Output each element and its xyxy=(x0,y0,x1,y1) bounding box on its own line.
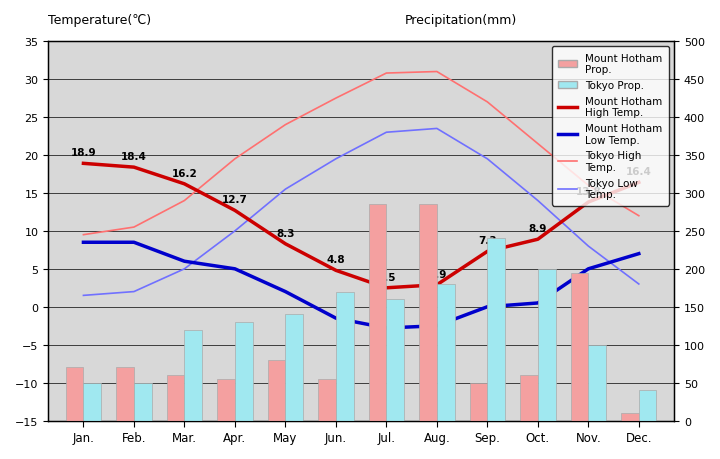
Text: 16.4: 16.4 xyxy=(626,167,652,177)
Text: 2.5: 2.5 xyxy=(377,272,395,282)
Bar xyxy=(184,330,202,420)
Text: 8.3: 8.3 xyxy=(276,228,294,238)
Bar xyxy=(369,205,387,420)
Bar xyxy=(116,368,134,420)
Bar xyxy=(235,322,253,420)
Bar xyxy=(588,345,606,420)
Bar xyxy=(538,269,556,420)
Bar xyxy=(621,413,639,420)
Bar xyxy=(84,383,101,420)
Text: 16.2: 16.2 xyxy=(171,168,197,179)
Text: 12.7: 12.7 xyxy=(222,195,248,205)
Bar xyxy=(336,292,354,420)
Text: 13.8: 13.8 xyxy=(575,186,601,196)
Bar xyxy=(217,379,235,420)
Text: Precipitation(mm): Precipitation(mm) xyxy=(405,14,517,27)
Bar xyxy=(387,300,404,420)
Bar xyxy=(437,285,454,420)
Text: 8.9: 8.9 xyxy=(528,224,547,234)
Text: 7.3: 7.3 xyxy=(478,236,497,246)
Bar xyxy=(167,375,184,420)
Bar xyxy=(571,273,588,420)
Text: 18.4: 18.4 xyxy=(121,152,147,162)
Bar xyxy=(285,315,303,420)
Bar xyxy=(639,391,657,420)
Text: 4.8: 4.8 xyxy=(327,255,345,265)
Text: Temperature(℃): Temperature(℃) xyxy=(48,14,151,27)
Legend: Mount Hotham
Prop., Tokyo Prop., Mount Hotham
High Temp., Mount Hotham
Low Temp.: Mount Hotham Prop., Tokyo Prop., Mount H… xyxy=(552,47,669,206)
Bar xyxy=(66,368,84,420)
Text: 2.9: 2.9 xyxy=(428,269,446,279)
Bar xyxy=(419,205,437,420)
Bar xyxy=(469,383,487,420)
Bar xyxy=(268,360,285,420)
Bar xyxy=(520,375,538,420)
Bar xyxy=(134,383,152,420)
Bar xyxy=(487,239,505,420)
Bar xyxy=(318,379,336,420)
Text: 18.9: 18.9 xyxy=(71,148,96,158)
